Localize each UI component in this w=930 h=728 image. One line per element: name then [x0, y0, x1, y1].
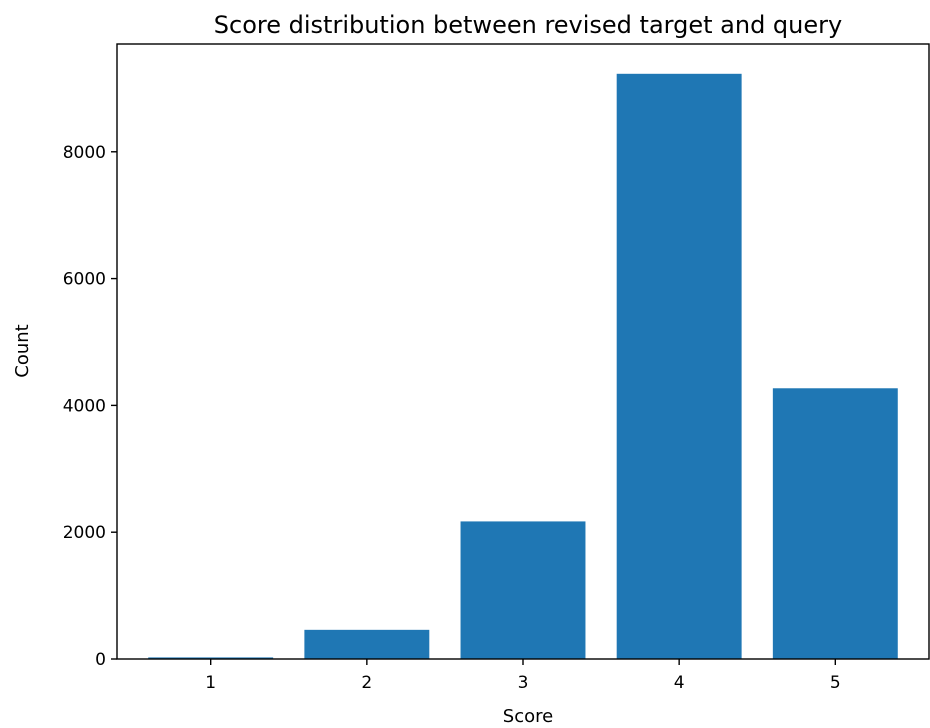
bar-score-5 — [772, 388, 898, 659]
x-axis: 1 2 3 4 5 — [205, 659, 841, 693]
y-tick-label: 2000 — [63, 523, 106, 543]
y-tick-label: 8000 — [63, 143, 106, 163]
chart-title: Score distribution between revised targe… — [214, 11, 842, 39]
bar-score-1 — [148, 657, 274, 659]
x-tick-label: 4 — [674, 673, 685, 693]
bar-score-2 — [304, 629, 430, 659]
y-tick-label: 0 — [95, 650, 106, 670]
bars-group — [148, 73, 898, 660]
y-tick-label: 4000 — [63, 396, 106, 416]
bar-score-4 — [616, 73, 742, 660]
y-tick-label: 6000 — [63, 270, 106, 290]
plot-frame — [116, 43, 930, 660]
y-axis: 0 2000 4000 6000 8000 — [63, 143, 117, 670]
x-tick-label: 3 — [518, 673, 529, 693]
y-axis-label: Count — [12, 324, 33, 377]
x-tick-label: 2 — [361, 673, 372, 693]
x-tick-label: 5 — [830, 673, 841, 693]
bar-score-3 — [460, 521, 586, 659]
x-tick-label: 1 — [205, 673, 216, 693]
x-axis-label: Score — [503, 706, 553, 727]
